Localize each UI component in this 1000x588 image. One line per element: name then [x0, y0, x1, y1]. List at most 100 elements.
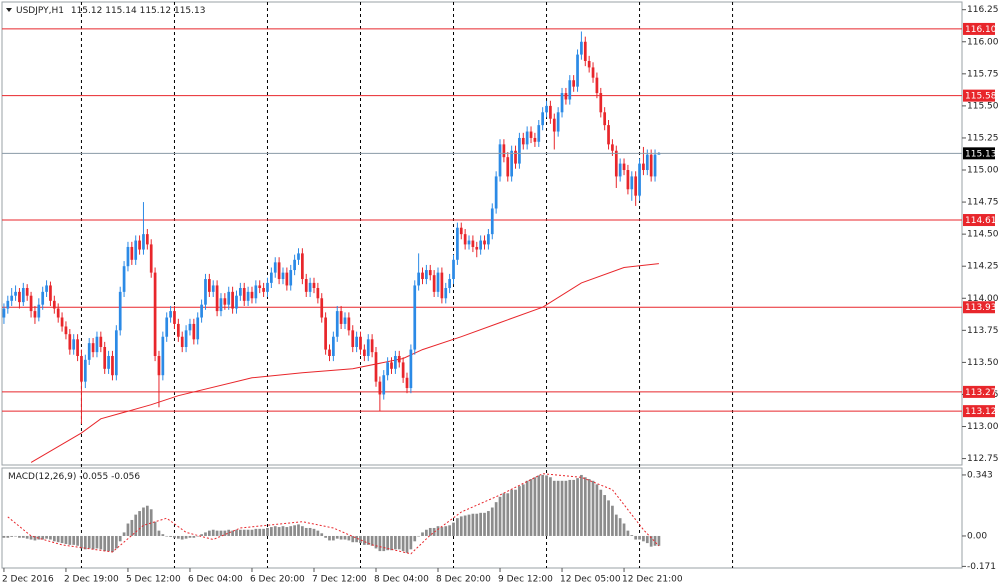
macd-bar — [281, 526, 285, 536]
macd-bar — [343, 535, 347, 540]
candle-body — [145, 234, 149, 245]
candle-body — [76, 339, 79, 356]
y-tick-label: -0.171 — [967, 562, 996, 572]
macd-bar — [277, 527, 281, 536]
macd-bar — [653, 535, 657, 546]
macd-bar — [490, 507, 494, 536]
candle-body — [320, 298, 324, 318]
macd-bar — [580, 474, 583, 536]
candle-body — [541, 112, 545, 126]
candle-body — [99, 336, 103, 348]
candle-body — [351, 330, 355, 348]
candle-body — [397, 355, 401, 363]
macd-bar — [18, 535, 21, 538]
macd-bar — [417, 535, 420, 537]
macd-bar — [355, 535, 358, 543]
macd-bar — [471, 513, 475, 536]
candle-body — [68, 334, 72, 350]
candle-body — [6, 300, 10, 309]
candle-body — [366, 339, 370, 356]
macd-bar — [289, 526, 293, 536]
candle-body — [390, 362, 393, 369]
macd-bar — [518, 486, 521, 536]
macd-bar — [467, 514, 471, 536]
macd-bar — [142, 507, 145, 536]
candle-body — [262, 288, 265, 292]
level-label: 115.58 — [965, 92, 997, 102]
macd-bar — [529, 479, 533, 536]
macd-bar — [161, 534, 165, 536]
candle-body — [207, 279, 211, 292]
candle-body — [564, 93, 568, 100]
candle-body — [111, 355, 114, 376]
y-tick-label: 113.00 — [967, 422, 999, 432]
macd-bar — [401, 535, 405, 552]
candle-body — [545, 105, 548, 113]
menu-icon[interactable] — [6, 8, 12, 12]
macd-bar — [254, 528, 258, 536]
macd-bar — [196, 535, 200, 537]
candle-body — [45, 285, 48, 292]
y-tick-label: 115.75 — [967, 69, 999, 79]
macd-bar — [638, 535, 641, 540]
macd-bar — [572, 479, 576, 536]
macd-bar — [107, 535, 110, 552]
candle-body — [235, 295, 238, 309]
candle-body — [611, 144, 614, 151]
macd-bar — [595, 484, 599, 536]
macd-bar — [657, 535, 661, 546]
macd-bar — [231, 530, 234, 536]
candle-body — [506, 157, 510, 177]
macd-bar — [250, 529, 254, 536]
macd-bar — [339, 535, 343, 540]
candle-body — [122, 266, 126, 292]
candle-body — [363, 349, 366, 356]
candle-body — [378, 381, 382, 395]
macd-bar — [428, 527, 432, 536]
macd-bar — [634, 535, 638, 540]
candle-body — [169, 311, 172, 318]
macd-bar — [157, 530, 161, 536]
marks-layer — [2, 28, 962, 555]
candle-body — [64, 326, 68, 335]
y-tick-label: 115.50 — [967, 101, 999, 111]
level-label: 113.12 — [965, 407, 997, 417]
macd-bar — [448, 525, 451, 536]
candle-body — [405, 377, 409, 389]
candle-body — [173, 311, 176, 324]
macd-bar — [238, 529, 242, 536]
macd-bar — [479, 512, 482, 536]
macd-bar — [227, 529, 231, 536]
y-tick-label: 116.00 — [967, 37, 999, 47]
x-tick-label: 2 Dec 19:00 — [64, 575, 119, 585]
macd-bar — [14, 535, 17, 537]
candle-body — [72, 339, 76, 350]
candle-body — [355, 336, 358, 348]
macd-bar — [215, 530, 219, 536]
macd-bar — [487, 511, 490, 536]
candle-body — [568, 80, 572, 100]
x-tick-label: 9 Dec 12:00 — [498, 575, 553, 585]
macd-bar — [149, 509, 153, 536]
macd-bar — [200, 534, 203, 536]
candle-body — [459, 227, 463, 235]
candle-body — [580, 41, 583, 55]
candle-body — [223, 298, 227, 305]
candle-body — [436, 272, 440, 292]
macd-bar — [521, 484, 525, 536]
candle-body — [475, 246, 479, 250]
macd-bar — [138, 511, 141, 536]
candle-body — [440, 272, 444, 299]
macd-bar — [347, 535, 351, 541]
macd-bar — [80, 535, 83, 549]
macd-bar — [649, 535, 653, 547]
candle-body — [176, 323, 180, 337]
macd-bar — [611, 505, 614, 536]
symbol: USDJPY,H1 — [16, 6, 64, 16]
moving-average — [30, 263, 659, 463]
macd-bar — [6, 535, 10, 538]
candle-body — [498, 144, 502, 177]
macd-bar — [425, 529, 428, 536]
macd-bar — [386, 535, 389, 551]
